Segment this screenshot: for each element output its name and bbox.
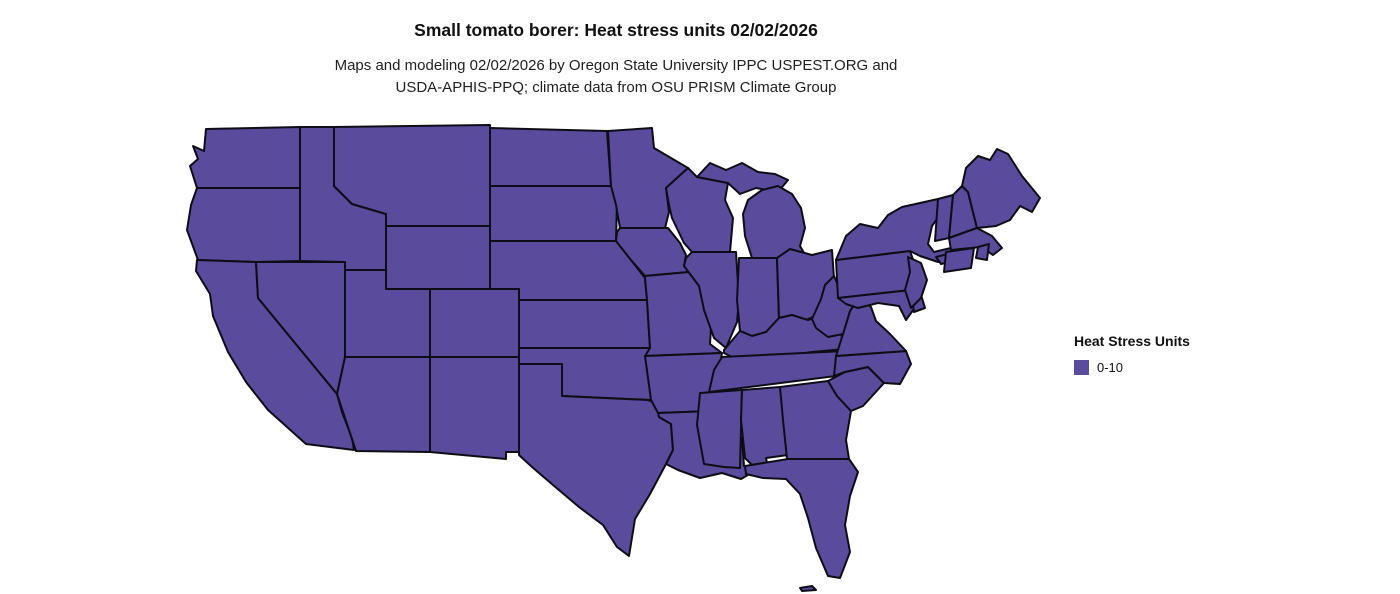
state-washington: [189, 126, 301, 189]
state-florida-keys: [799, 585, 817, 592]
state-wisconsin: [665, 167, 734, 253]
legend: Heat Stress Units 0-10: [1074, 333, 1190, 375]
state-new-jersey: [904, 256, 928, 309]
state-connecticut: [943, 247, 975, 273]
state-kansas: [518, 299, 651, 349]
conus-states: [186, 124, 1041, 592]
state-rhode-island: [975, 243, 990, 261]
state-maine: [961, 148, 1041, 229]
state-mississippi: [696, 389, 743, 469]
state-tennessee: [708, 350, 846, 393]
state-texas: [518, 363, 674, 557]
state-colorado: [429, 288, 520, 358]
state-michigan-upper-peninsula: [696, 162, 789, 195]
legend-title: Heat Stress Units: [1074, 333, 1190, 349]
state-florida: [744, 458, 859, 579]
state-wyoming: [385, 225, 491, 290]
state-north-carolina: [833, 350, 912, 385]
map-subtitle: Maps and modeling 02/02/2026 by Oregon S…: [0, 55, 1232, 99]
state-new-mexico: [429, 356, 520, 460]
state-north-dakota: [489, 127, 612, 187]
legend-swatch: [1074, 360, 1089, 375]
state-minnesota: [607, 127, 689, 229]
state-south-dakota: [489, 185, 618, 242]
map-subtitle-line-1: Maps and modeling 02/02/2026 by Oregon S…: [334, 57, 898, 74]
header: Small tomato borer: Heat stress units 02…: [0, 0, 1232, 99]
state-oregon: [186, 187, 301, 263]
map-subtitle-line-2: USDA-APHIS-PPQ; climate data from OSU PR…: [395, 79, 837, 96]
map-title: Small tomato borer: Heat stress units 02…: [414, 20, 818, 40]
legend-item-label: 0-10: [1097, 360, 1124, 375]
state-new-york: [835, 198, 959, 263]
legend-item: 0-10: [1074, 360, 1190, 375]
state-arizona: [336, 356, 431, 453]
state-michigan: [742, 185, 808, 259]
